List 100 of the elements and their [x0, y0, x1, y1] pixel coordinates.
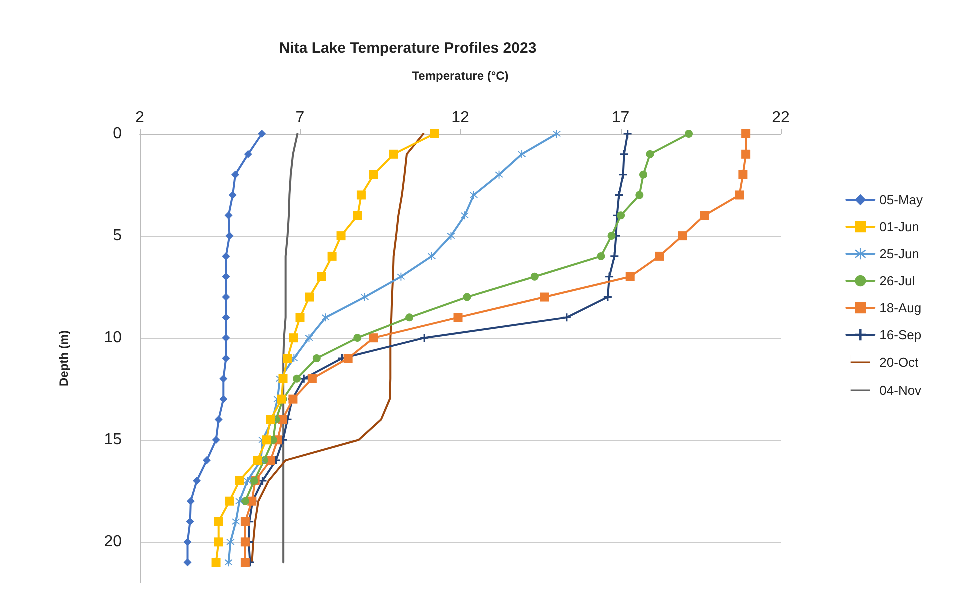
point: [344, 354, 353, 363]
legend-label: 04-Nov: [880, 383, 922, 398]
point: [224, 558, 233, 567]
point: [289, 334, 298, 343]
point: [353, 211, 362, 220]
point: [646, 150, 654, 158]
point: [186, 518, 194, 526]
point: [518, 150, 526, 158]
legend-label: 05-May: [880, 192, 924, 208]
point: [460, 212, 469, 220]
point: [328, 252, 337, 261]
point: [224, 212, 233, 220]
point: [369, 170, 378, 180]
point: [540, 292, 550, 302]
legend-label: 26-Jul: [880, 274, 916, 288]
legend-label: 18-Aug: [880, 300, 922, 316]
x-axis-title: Temperature (°C): [412, 69, 509, 83]
point: [262, 436, 272, 445]
point: [617, 212, 626, 220]
point: [655, 252, 664, 261]
point: [202, 456, 211, 465]
point: [244, 476, 252, 485]
point: [406, 314, 414, 322]
x-tick-label: 2: [136, 110, 145, 126]
point: [235, 476, 244, 486]
point: [244, 150, 252, 158]
point: [360, 293, 369, 302]
point: [222, 293, 230, 302]
point: [369, 334, 378, 343]
point: [397, 272, 406, 281]
point: [214, 416, 223, 424]
point: [226, 538, 235, 546]
legend-label: 16-Sep: [880, 328, 922, 342]
point: [228, 191, 237, 200]
x-tick-label: 12: [452, 110, 470, 126]
point: [640, 170, 648, 179]
point: [447, 232, 456, 240]
point: [258, 476, 267, 485]
point: [620, 150, 628, 158]
point: [293, 374, 302, 383]
x-tick-label: 17: [612, 110, 630, 126]
point: [322, 314, 330, 322]
point: [742, 150, 751, 159]
y-tick-label: 5: [113, 228, 122, 245]
point: [214, 517, 224, 526]
y-axis-title: Depth (m): [57, 330, 71, 386]
point: [296, 313, 305, 322]
point: [236, 497, 244, 506]
y-tick-label: 20: [104, 534, 122, 551]
point: [430, 130, 440, 138]
point: [222, 334, 230, 342]
point: [636, 191, 644, 200]
point: [428, 252, 436, 260]
y-tick-label: 15: [104, 432, 122, 449]
point: [308, 374, 317, 384]
point: [604, 293, 612, 302]
point: [305, 292, 314, 302]
point: [336, 232, 346, 241]
point: [356, 190, 366, 200]
point: [624, 130, 632, 138]
point: [317, 272, 326, 282]
point: [278, 374, 288, 384]
legend-label: 20-Oct: [880, 355, 920, 370]
point: [626, 272, 635, 282]
point: [597, 252, 606, 260]
point: [232, 518, 240, 526]
point: [212, 436, 220, 444]
point: [241, 497, 250, 506]
point: [266, 415, 276, 424]
point: [184, 538, 192, 546]
point: [389, 150, 398, 159]
chart-title: Nita Lake Temperature Profiles 2023: [279, 40, 537, 57]
legend-label: 01-Jun: [880, 220, 920, 234]
point: [232, 170, 240, 179]
point: [312, 354, 321, 362]
point: [258, 130, 266, 138]
point: [193, 476, 202, 485]
point: [220, 395, 228, 404]
point: [253, 456, 262, 466]
point: [742, 130, 751, 138]
point: [240, 517, 250, 526]
point: [305, 334, 314, 342]
point: [685, 130, 694, 138]
point: [615, 191, 624, 200]
point: [240, 538, 250, 547]
point: [214, 538, 224, 547]
point: [606, 272, 614, 281]
y-tick-label: 0: [113, 126, 122, 142]
point: [610, 252, 619, 260]
legend-label: 25-Jun: [880, 246, 920, 262]
point: [608, 232, 616, 240]
x-tick-label: 7: [296, 110, 305, 126]
x-tick-label: 22: [772, 110, 790, 126]
point: [678, 232, 688, 241]
point: [222, 252, 230, 260]
point: [738, 170, 748, 180]
point: [454, 313, 463, 322]
point: [225, 496, 234, 506]
point: [470, 191, 478, 200]
point: [212, 558, 221, 568]
